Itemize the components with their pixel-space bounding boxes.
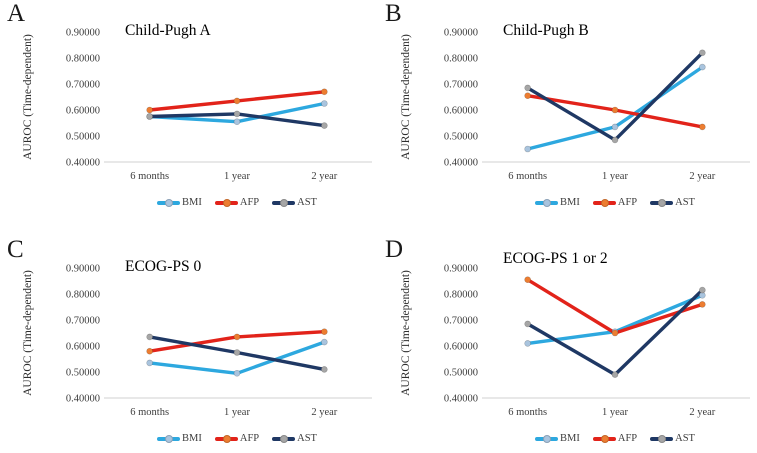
legend-line-marker-icon bbox=[592, 198, 616, 207]
legend-label: AFP bbox=[239, 433, 260, 444]
legend-line-marker-icon bbox=[535, 434, 559, 443]
legend-label: AFP bbox=[617, 197, 638, 208]
legend-line-marker-icon bbox=[157, 434, 181, 443]
svg-text:0.70000: 0.70000 bbox=[66, 80, 100, 91]
legend-line-marker-icon bbox=[157, 198, 181, 207]
legend-item-afp: AFP bbox=[592, 197, 638, 208]
chart-canvas: 0.40000 0.50000 0.60000 0.70000 0.80000 0.900… bbox=[444, 28, 750, 182]
svg-text:1 year: 1 year bbox=[602, 171, 628, 182]
legend-label: AST bbox=[297, 197, 317, 208]
svg-text:0.80000: 0.80000 bbox=[444, 54, 478, 65]
svg-text:2 year: 2 year bbox=[689, 407, 715, 418]
legend-line-marker-icon bbox=[272, 198, 296, 207]
svg-text:0.40000: 0.40000 bbox=[66, 394, 100, 405]
svg-text:0.60000: 0.60000 bbox=[444, 342, 478, 353]
legend-label: AST bbox=[675, 197, 695, 208]
legend-label: BMI bbox=[182, 433, 202, 444]
panel-d: D AUROC (Time-dependent) ECOG-PS 1 or 2 … bbox=[378, 228, 757, 453]
panel-b: B AUROC (Time-dependent) Child-Pugh B 0.… bbox=[378, 0, 757, 228]
chart-title: ECOG-PS 1 or 2 bbox=[503, 250, 608, 267]
legend-label: AFP bbox=[617, 433, 638, 444]
svg-text:0.80000: 0.80000 bbox=[444, 290, 478, 301]
svg-text:0.40000: 0.40000 bbox=[444, 394, 478, 405]
svg-text:0.70000: 0.70000 bbox=[444, 80, 478, 91]
chart-legend: BMI AFP AST bbox=[484, 433, 746, 444]
svg-text:0.40000: 0.40000 bbox=[444, 158, 478, 169]
legend-label: AST bbox=[675, 433, 695, 444]
legend-item-bmi: BMI bbox=[535, 433, 580, 444]
svg-text:0.70000: 0.70000 bbox=[444, 316, 478, 327]
panel-letter: C bbox=[7, 236, 24, 263]
legend-item-afp: AFP bbox=[592, 433, 638, 444]
svg-text:0.90000: 0.90000 bbox=[66, 28, 100, 39]
legend-line-marker-icon bbox=[592, 434, 616, 443]
svg-text:0.50000: 0.50000 bbox=[444, 368, 478, 379]
chart-canvas: 0.40000 0.50000 0.60000 0.70000 0.80000 0.900… bbox=[444, 264, 750, 418]
svg-text:0.90000: 0.90000 bbox=[444, 264, 478, 275]
svg-text:0.50000: 0.50000 bbox=[66, 368, 100, 379]
panel-letter: A bbox=[7, 0, 26, 27]
panel-letter: B bbox=[385, 0, 402, 27]
svg-text:1 year: 1 year bbox=[224, 171, 250, 182]
legend-item-bmi: BMI bbox=[157, 433, 202, 444]
legend-label: BMI bbox=[182, 197, 202, 208]
legend-item-ast: AST bbox=[272, 433, 317, 444]
svg-text:0.60000: 0.60000 bbox=[66, 106, 100, 117]
chart-title: Child-Pugh A bbox=[125, 22, 211, 39]
chart-canvas: 0.40000 0.50000 0.60000 0.70000 0.80000 0.900… bbox=[66, 28, 372, 182]
legend-label: BMI bbox=[560, 433, 580, 444]
chart-title: Child-Pugh B bbox=[503, 22, 589, 39]
legend-item-bmi: BMI bbox=[157, 197, 202, 208]
svg-text:0.80000: 0.80000 bbox=[66, 290, 100, 301]
svg-text:0.50000: 0.50000 bbox=[66, 132, 100, 143]
chart-legend: BMI AFP AST bbox=[106, 197, 368, 208]
svg-text:2 year: 2 year bbox=[311, 407, 337, 418]
legend-item-ast: AST bbox=[650, 433, 695, 444]
svg-text:0.50000: 0.50000 bbox=[444, 132, 478, 143]
panel-letter: D bbox=[385, 236, 404, 263]
legend-line-marker-icon bbox=[214, 198, 238, 207]
svg-text:1 year: 1 year bbox=[602, 407, 628, 418]
svg-text:0.60000: 0.60000 bbox=[444, 106, 478, 117]
svg-text:1 year: 1 year bbox=[224, 407, 250, 418]
svg-text:0.70000: 0.70000 bbox=[66, 316, 100, 327]
legend-label: AST bbox=[297, 433, 317, 444]
legend-item-afp: AFP bbox=[214, 197, 260, 208]
chart-canvas: 0.40000 0.50000 0.60000 0.70000 0.80000 0.900… bbox=[66, 264, 372, 418]
legend-item-ast: AST bbox=[650, 197, 695, 208]
legend-label: BMI bbox=[560, 197, 580, 208]
svg-text:0.60000: 0.60000 bbox=[66, 342, 100, 353]
legend-line-marker-icon bbox=[650, 198, 674, 207]
svg-text:6 months: 6 months bbox=[130, 407, 169, 418]
chart-title: ECOG-PS 0 bbox=[125, 258, 202, 275]
svg-text:6 months: 6 months bbox=[508, 171, 547, 182]
legend-item-ast: AST bbox=[272, 197, 317, 208]
legend-line-marker-icon bbox=[214, 434, 238, 443]
chart-legend: BMI AFP AST bbox=[106, 433, 368, 444]
panel-c: C AUROC (Time-dependent) ECOG-PS 0 0.400… bbox=[0, 228, 378, 453]
legend-item-afp: AFP bbox=[214, 433, 260, 444]
legend-label: AFP bbox=[239, 197, 260, 208]
legend-line-marker-icon bbox=[650, 434, 674, 443]
svg-text:6 months: 6 months bbox=[508, 407, 547, 418]
legend-item-bmi: BMI bbox=[535, 197, 580, 208]
legend-line-marker-icon bbox=[535, 198, 559, 207]
legend-line-marker-icon bbox=[272, 434, 296, 443]
svg-text:0.90000: 0.90000 bbox=[66, 264, 100, 275]
svg-text:0.80000: 0.80000 bbox=[66, 54, 100, 65]
svg-text:6 months: 6 months bbox=[130, 171, 169, 182]
svg-text:0.90000: 0.90000 bbox=[444, 28, 478, 39]
svg-text:0.40000: 0.40000 bbox=[66, 158, 100, 169]
chart-legend: BMI AFP AST bbox=[484, 197, 746, 208]
svg-text:2 year: 2 year bbox=[311, 171, 337, 182]
svg-text:2 year: 2 year bbox=[689, 171, 715, 182]
panel-a: A AUROC (Time-dependent) Child-Pugh A 0.… bbox=[0, 0, 378, 228]
